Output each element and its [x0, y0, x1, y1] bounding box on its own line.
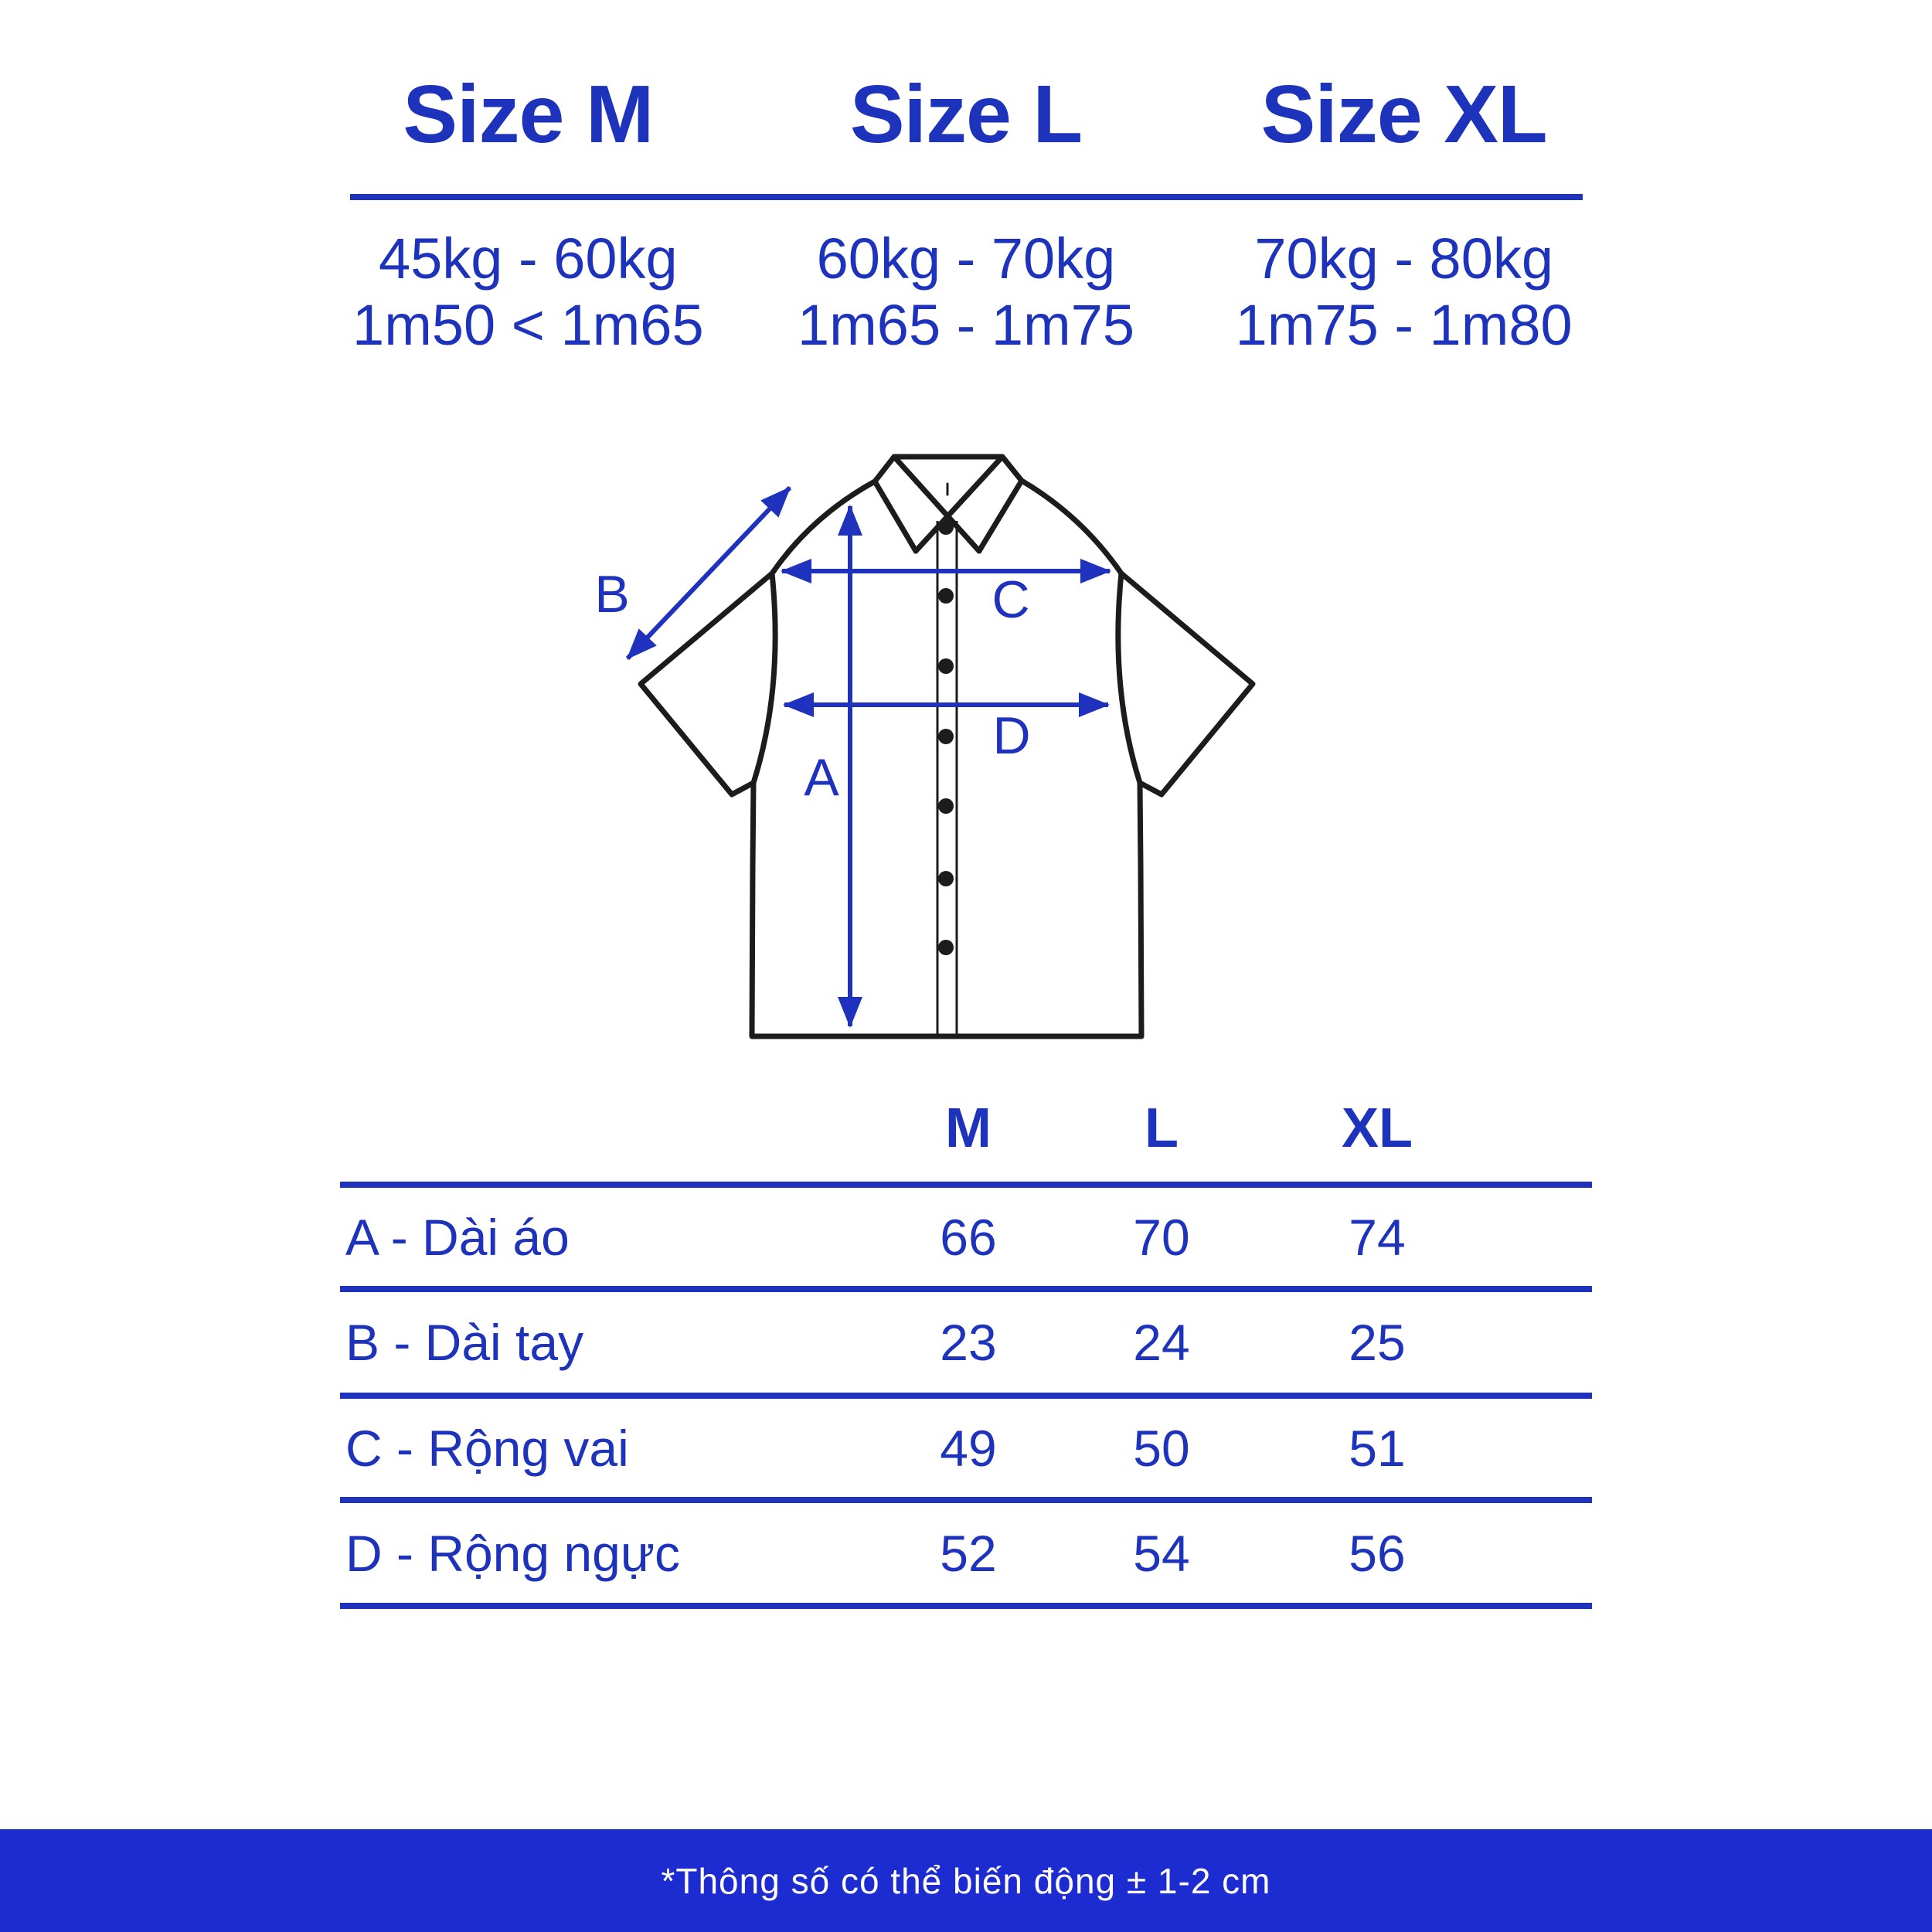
- button-dots: [938, 519, 954, 955]
- cell-value: 54: [1133, 1525, 1190, 1582]
- row-label: D - Rộng ngực: [345, 1525, 681, 1582]
- cell-value: 23: [940, 1314, 997, 1371]
- shirt-measure-diagram: B C D A: [594, 454, 1256, 1039]
- table-rule: [340, 1603, 1592, 1609]
- row-label: A - Dài áo: [345, 1209, 570, 1266]
- size-range-xl: 70kg - 80kg 1m75 - 1m80: [1185, 226, 1623, 359]
- footer-bar: *Thông số có thể biến động ± 1-2 cm: [0, 1829, 1932, 1932]
- size-range-l: 60kg - 70kg 1m65 - 1m75: [747, 226, 1185, 359]
- table-rule: [340, 1393, 1592, 1399]
- height-range-xl: 1m75 - 1m80: [1235, 293, 1573, 357]
- table-col-header-m: M: [945, 1097, 992, 1159]
- measure-arrows: [625, 485, 1111, 1028]
- size-header-row: Size M Size L Size XL: [309, 60, 1623, 168]
- cell-value: 24: [1133, 1314, 1190, 1371]
- cell-value: 50: [1133, 1420, 1190, 1477]
- table-rule: [340, 1497, 1592, 1503]
- row-label: B - Dài tay: [345, 1314, 584, 1371]
- shirt-armhole-right: [1115, 573, 1143, 784]
- cell-value: 52: [940, 1525, 997, 1582]
- measure-arrow-b: [625, 485, 792, 661]
- weight-range-m: 45kg - 60kg: [378, 226, 678, 291]
- weight-range-xl: 70kg - 80kg: [1254, 226, 1554, 291]
- cell-value: 25: [1349, 1314, 1406, 1371]
- cell-value: 74: [1349, 1209, 1406, 1266]
- table-rule: [340, 1182, 1592, 1188]
- table-col-header-xl: XL: [1341, 1097, 1413, 1159]
- height-range-l: 1m65 - 1m75: [798, 293, 1134, 357]
- measure-label-a: A: [804, 748, 839, 807]
- height-range-m: 1m50 < 1m65: [352, 293, 704, 357]
- table-col-header-l: L: [1145, 1097, 1179, 1159]
- size-title-m: Size M: [403, 69, 654, 160]
- measure-label-c: C: [992, 570, 1029, 629]
- table-rule: [340, 1286, 1592, 1292]
- row-label: C - Rộng vai: [345, 1420, 629, 1477]
- size-range-m: 45kg - 60kg 1m50 < 1m65: [309, 226, 747, 359]
- weight-range-l: 60kg - 70kg: [816, 226, 1116, 291]
- size-header-underline: [350, 194, 1583, 200]
- cell-value: 70: [1133, 1209, 1190, 1266]
- size-range-row: 45kg - 60kg 1m50 < 1m65 60kg - 70kg 1m65…: [309, 226, 1623, 359]
- cell-value: 66: [940, 1209, 997, 1266]
- cell-value: 49: [940, 1420, 997, 1477]
- measure-label-b: B: [594, 565, 629, 624]
- size-title-l: Size L: [849, 69, 1083, 160]
- footer-note: *Thông số có thể biến động ± 1-2 cm: [661, 1860, 1271, 1901]
- size-title-xl: Size XL: [1260, 69, 1548, 160]
- measure-label-d: D: [992, 706, 1030, 765]
- cell-value: 51: [1349, 1420, 1406, 1477]
- cell-value: 56: [1349, 1525, 1406, 1582]
- collar-lines: [872, 454, 1025, 554]
